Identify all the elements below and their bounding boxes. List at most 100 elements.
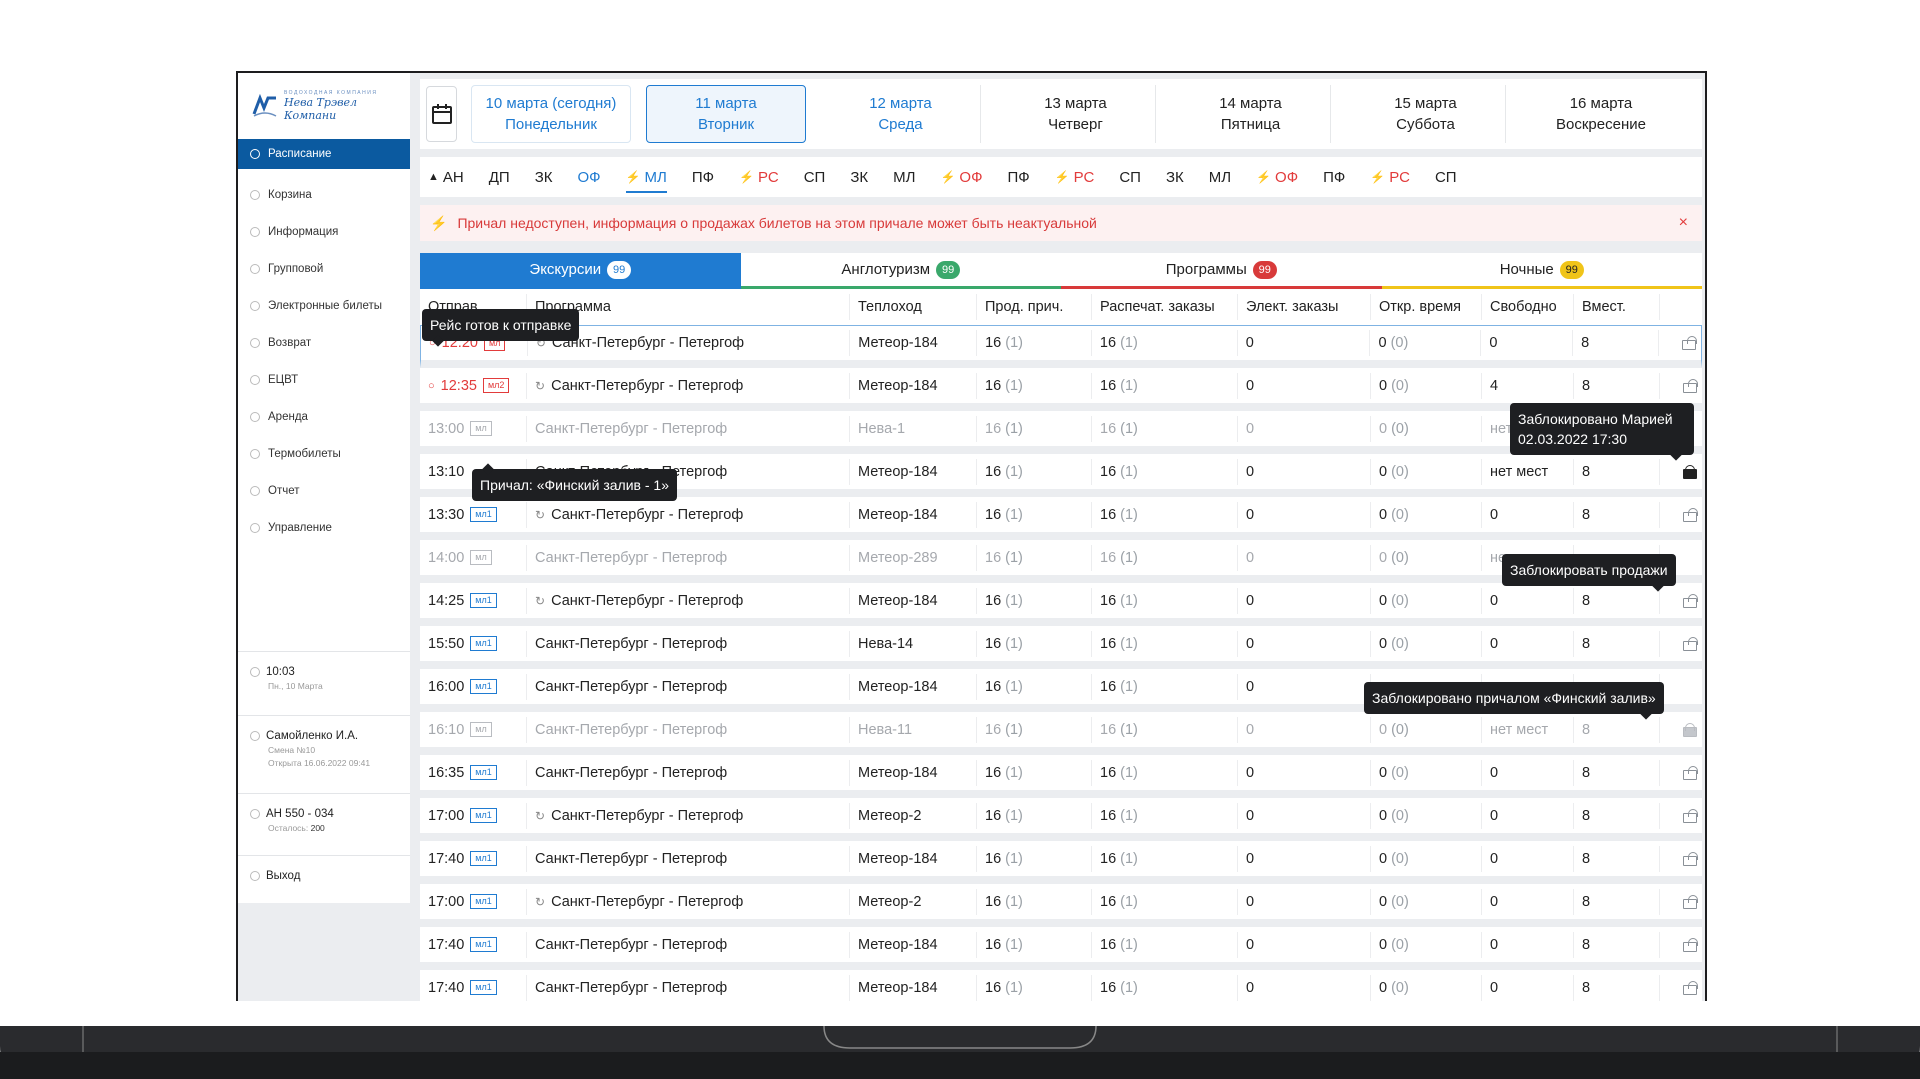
sidebar-item-0[interactable]: Расписание [238, 139, 410, 169]
unlock-icon[interactable] [1682, 378, 1698, 393]
pier-sales: 16 [985, 377, 1002, 394]
unlock-icon[interactable] [1682, 980, 1698, 995]
sidebar-item-label: Термобилеты [268, 447, 341, 460]
unlock-icon[interactable] [1682, 507, 1698, 522]
date-tab-1[interactable]: 11 марта Вторник [646, 85, 806, 143]
column-header-5[interactable]: Элект. заказы [1238, 294, 1371, 320]
route-name: Санкт-Петербург - Петергоф [551, 506, 744, 523]
lock-cell [1660, 459, 1702, 485]
user-block[interactable]: Самойленко И.А. Смена №10 Открыта 16.06.… [238, 715, 410, 793]
main-content: 10 марта (сегодня) Понедельник 11 марта Вто… [420, 79, 1702, 1001]
pier-tab-8[interactable]: ЗК [850, 157, 868, 197]
sidebar-item-2[interactable]: Информация [238, 213, 410, 250]
table-row[interactable]: 14:25 мл1 ↻ Санкт-Петербург - Петергоф Метео… [420, 583, 1702, 626]
unlock-icon[interactable] [1682, 593, 1698, 608]
pier-tab-13[interactable]: СП [1119, 157, 1141, 197]
table-row[interactable]: 14:00 мл Санкт-Петербург - Петергоф Метеор-… [420, 540, 1702, 583]
logout-button[interactable]: Выход [238, 855, 410, 903]
sidebar-item-label: Управление [268, 521, 332, 534]
table-row[interactable]: 15:50 мл1 Санкт-Петербург - Петергоф Нева-1… [420, 626, 1702, 669]
pier-tab-10[interactable]: ⚡ ОФ [940, 157, 982, 197]
sub-count: (1) [1120, 377, 1138, 394]
date-tab-0[interactable]: 10 марта (сегодня) Понедельник [471, 85, 631, 143]
unlock-icon[interactable] [1681, 336, 1697, 350]
pier-tab-9[interactable]: МЛ [893, 157, 915, 197]
sidebar-item-8[interactable]: Термобилеты [238, 435, 410, 472]
pier-tab-1[interactable]: ДП [489, 157, 510, 197]
category-tab-0[interactable]: Экскурсии 99 [420, 253, 741, 289]
table-row[interactable]: 17:00 мл1 ↻ Санкт-Петербург - Петергоф Метео… [420, 798, 1702, 841]
date-tab-3[interactable]: 13 марта Четверг [996, 85, 1156, 143]
table-row[interactable]: ○ 12:20 мл ↻ Санкт-Петербург - Петергоф Метео… [420, 325, 1702, 368]
pier-label: ЗК [850, 168, 869, 186]
category-tab-3[interactable]: Ночные 99 [1381, 253, 1702, 289]
table-row[interactable]: 16:10 мл Санкт-Петербург - Петергоф Нева-11… [420, 712, 1702, 755]
pier-label: ПФ [1323, 168, 1346, 186]
program-cell: ↻ Санкт-Петербург - Петергоф [528, 330, 851, 356]
lock-icon[interactable] [1682, 464, 1698, 479]
sidebar-item-10[interactable]: Управление [238, 509, 410, 546]
pier-label: МЛ [1208, 168, 1232, 186]
category-tab-1[interactable]: Англотуризм 99 [740, 253, 1061, 289]
pier-sales-cell: 16 (1) [977, 501, 1092, 528]
table-row[interactable]: 13:30 мл1 ↻ Санкт-Петербург - Петергоф Метео… [420, 497, 1702, 540]
date-tab-4[interactable]: 14 марта Пятница [1171, 85, 1331, 143]
departure-cell: 17:00 мл1 [420, 888, 527, 915]
sidebar-item-7[interactable]: Аренда [238, 398, 410, 435]
column-header-7[interactable]: Свободно [1482, 294, 1574, 320]
pier-tab-0[interactable]: ▲ АН [428, 157, 464, 197]
nav-icon [250, 226, 260, 237]
column-header-8[interactable]: Вмест. [1574, 294, 1660, 320]
pier-tab-3[interactable]: ОФ [578, 157, 601, 197]
column-header-2[interactable]: Теплоход [850, 294, 977, 320]
pier-tab-5[interactable]: ПФ [692, 157, 714, 197]
table-row[interactable]: ○ 12:35 мл2 ↻ Санкт-Петербург - Петергоф Мете… [420, 368, 1702, 411]
column-header-4[interactable]: Распечат. заказы [1092, 294, 1238, 320]
table-row[interactable]: 17:40 мл1 Санкт-Петербург - Петергоф Метеор… [420, 841, 1702, 884]
pier-tab-6[interactable]: ⚡ РС [739, 157, 779, 197]
date-tab-6[interactable]: 16 марта Воскресение [1521, 85, 1681, 143]
table-row[interactable]: 17:40 мл1 Санкт-Петербург - Петергоф Метеор… [420, 970, 1702, 1001]
sub-count: (1) [1120, 678, 1138, 695]
pier-label: РС [1389, 168, 1410, 186]
table-row[interactable]: 17:00 мл1 ↻ Санкт-Петербург - Петергоф Метео… [420, 884, 1702, 927]
sidebar-item-9[interactable]: Отчет [238, 472, 410, 509]
unlock-icon[interactable] [1682, 937, 1698, 952]
pier-tab-2[interactable]: ЗК [535, 157, 553, 197]
sub-count: (0) [1391, 979, 1409, 996]
pier-tab-7[interactable]: СП [804, 157, 826, 197]
calendar-button[interactable] [426, 86, 457, 142]
pier-tab-16[interactable]: ⚡ ОФ [1256, 157, 1298, 197]
category-tab-2[interactable]: Программы 99 [1061, 253, 1382, 289]
pier-tab-17[interactable]: ПФ [1323, 157, 1345, 197]
unlock-icon[interactable] [1682, 894, 1698, 909]
date-tab-2[interactable]: 12 марта Среда [821, 85, 981, 143]
pier-label: ОФ [577, 168, 601, 186]
unlock-icon[interactable] [1682, 636, 1698, 651]
pier-tab-4[interactable]: ⚡ МЛ [625, 157, 668, 197]
pier-tab-14[interactable]: ЗК [1166, 157, 1184, 197]
column-header-6[interactable]: Откр. время [1371, 294, 1482, 320]
table-row[interactable]: 16:35 мл1 Санкт-Петербург - Петергоф Метеор… [420, 755, 1702, 798]
pier-tab-11[interactable]: ПФ [1008, 157, 1030, 197]
table-row[interactable]: 17:40 мл1 Санкт-Петербург - Петергоф Метеор… [420, 927, 1702, 970]
column-header-3[interactable]: Прод. прич. [977, 294, 1092, 320]
alert-close-button[interactable]: × [1678, 214, 1688, 231]
sidebar-item-6[interactable]: ЕЦВТ [238, 361, 410, 398]
open-time: 0 [1379, 463, 1388, 480]
sidebar-item-1[interactable]: Корзина [238, 176, 410, 213]
pier-tab-12[interactable]: ⚡ РС [1055, 157, 1095, 197]
unlock-icon[interactable] [1682, 808, 1698, 823]
lock-cell [1660, 502, 1702, 528]
unlock-icon[interactable] [1682, 851, 1698, 866]
pier-sales-cell: 16 (1) [977, 888, 1092, 915]
pier-tab-19[interactable]: СП [1435, 157, 1457, 197]
date-tab-5[interactable]: 15 марта Суббота [1346, 85, 1506, 143]
pier-tab-15[interactable]: МЛ [1209, 157, 1231, 197]
sidebar-item-4[interactable]: Электронные билеты [238, 287, 410, 324]
sidebar-item-3[interactable]: Групповой [238, 250, 410, 287]
unlock-icon[interactable] [1682, 765, 1698, 780]
table-row[interactable]: 13:00 мл Санкт-Петербург - Петергоф Нева-1 1… [420, 411, 1702, 454]
pier-tab-18[interactable]: ⚡ РС [1370, 157, 1410, 197]
sidebar-item-5[interactable]: Возврат [238, 324, 410, 361]
